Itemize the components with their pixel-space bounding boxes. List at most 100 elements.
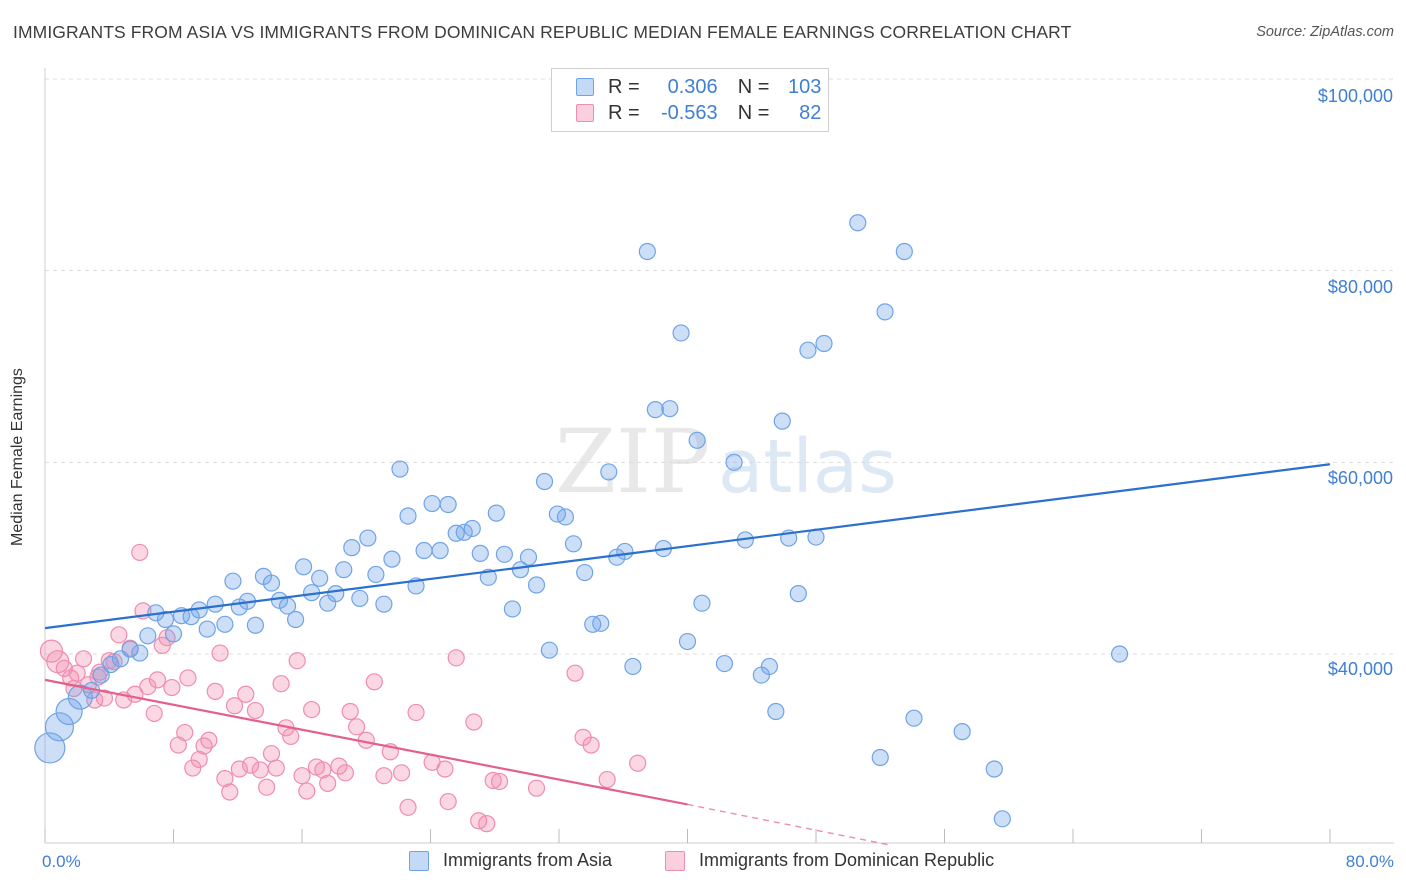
point-dominican-41 [258,778,276,796]
point-dominican-71 [478,815,496,833]
y-tick-label-60000: $60,000 [1327,468,1393,488]
legend-label-asia: Immigrants from Asia [443,850,613,870]
point-asia-74 [661,400,679,418]
series-legend: Immigrants from Asia Immigrants from Dom… [0,850,1406,878]
point-dominican-60 [375,767,393,785]
point-dominican-47 [288,652,306,670]
legend-row-dominican: R = -0.563 N = 82 [576,100,821,126]
x-tick-label-max: 80.0% [1345,852,1394,871]
trend-line-dominican [44,678,688,806]
point-asia-72 [646,401,664,419]
point-asia-90 [815,334,833,353]
point-asia-10 [139,627,157,645]
series-dominican-republic-points [39,543,647,833]
point-dominican-30 [200,731,218,749]
point-asia-56 [511,561,530,579]
n-value-asia: 103 [788,75,822,98]
point-asia-8 [121,640,139,658]
point-asia-94 [895,242,913,261]
point-asia-85 [773,412,791,430]
point-dominican-63 [399,798,417,816]
r-value-dominican: -0.563 [660,101,718,124]
point-dominican-48 [293,767,311,785]
point-asia-59 [535,472,554,491]
point-asia-83 [760,657,779,676]
watermark: ZIP atlas [555,410,897,513]
point-dominican-5 [74,650,93,668]
point-asia-38 [367,565,385,584]
point-asia-18 [206,595,224,613]
point-asia-66 [592,614,610,632]
point-dominican-75 [566,664,584,682]
point-dominican-77 [582,736,600,754]
point-asia-45 [423,494,441,513]
legend-item-asia[interactable]: Immigrants from Asia [409,850,612,871]
legend-swatch-dominican [576,104,594,122]
point-asia-78 [693,594,711,612]
point-dominican-39 [246,701,265,720]
trend-line-dominican-extension [687,803,889,846]
legend-swatch-asia [409,850,429,871]
point-dominican-2 [55,659,73,677]
axes [44,68,1394,844]
point-asia-5 [92,666,110,684]
point-asia-19 [216,615,234,633]
point-dominican-59 [365,673,383,691]
point-dominican-20 [148,671,167,689]
point-asia-67 [600,463,618,481]
point-asia-88 [799,341,817,359]
point-dominican-49 [298,782,316,800]
point-asia-58 [527,576,546,594]
point-asia-84 [767,702,785,721]
point-asia-99 [1110,645,1129,663]
point-dominican-54 [330,757,348,775]
point-asia-51 [471,544,489,562]
point-asia-71 [638,242,656,261]
point-asia-44 [415,541,433,560]
n-label: N = [737,75,770,98]
point-dominican-68 [447,649,465,667]
point-dominican-74 [527,779,546,797]
point-dominican-57 [348,718,366,736]
point-asia-62 [556,508,575,526]
point-dominican-56 [341,702,359,721]
legend-item-dominican[interactable]: Immigrants from Dominican Republic [665,850,994,871]
point-asia-29 [295,558,313,576]
x-tick-label-min: 0.0% [42,852,81,871]
point-dominican-44 [272,675,290,693]
point-asia-34 [335,561,353,579]
legend-row-asia: R = 0.306 N = 103 [576,74,821,100]
point-asia-36 [351,589,369,608]
point-dominican-42 [262,745,281,763]
legend-swatch-dominican [665,850,685,871]
point-asia-9 [131,644,149,662]
y-tick-label-100000: $100,000 [1317,86,1393,106]
r-label: R = [608,75,640,98]
point-asia-63 [564,535,583,553]
point-dominican-23 [163,678,181,697]
point-dominican-55 [336,764,354,782]
point-asia-13 [164,625,183,643]
trend-line-asia [44,463,1331,630]
point-dominican-9 [95,689,114,707]
point-asia-97 [985,760,1003,778]
watermark-atlas: atlas [718,424,897,510]
point-dominican-36 [230,760,248,778]
point-dominican-43 [267,759,285,777]
point-asia-37 [359,529,377,547]
point-asia-3 [67,684,93,710]
point-asia-35 [343,539,361,557]
point-asia-92 [871,748,889,767]
series-asia-points [34,214,1129,828]
point-asia-75 [672,324,690,342]
legend-label-dominican: Immigrants from Dominican Republic [699,850,995,870]
y-tick-label-80000: $80,000 [1327,277,1393,297]
r-value-asia: 0.306 [667,75,718,98]
point-dominican-64 [407,703,425,722]
point-dominican-46 [282,727,300,746]
point-dominican-67 [439,792,457,811]
point-asia-60 [540,641,558,659]
watermark-zip: ZIP [555,410,710,513]
point-asia-64 [576,563,594,582]
